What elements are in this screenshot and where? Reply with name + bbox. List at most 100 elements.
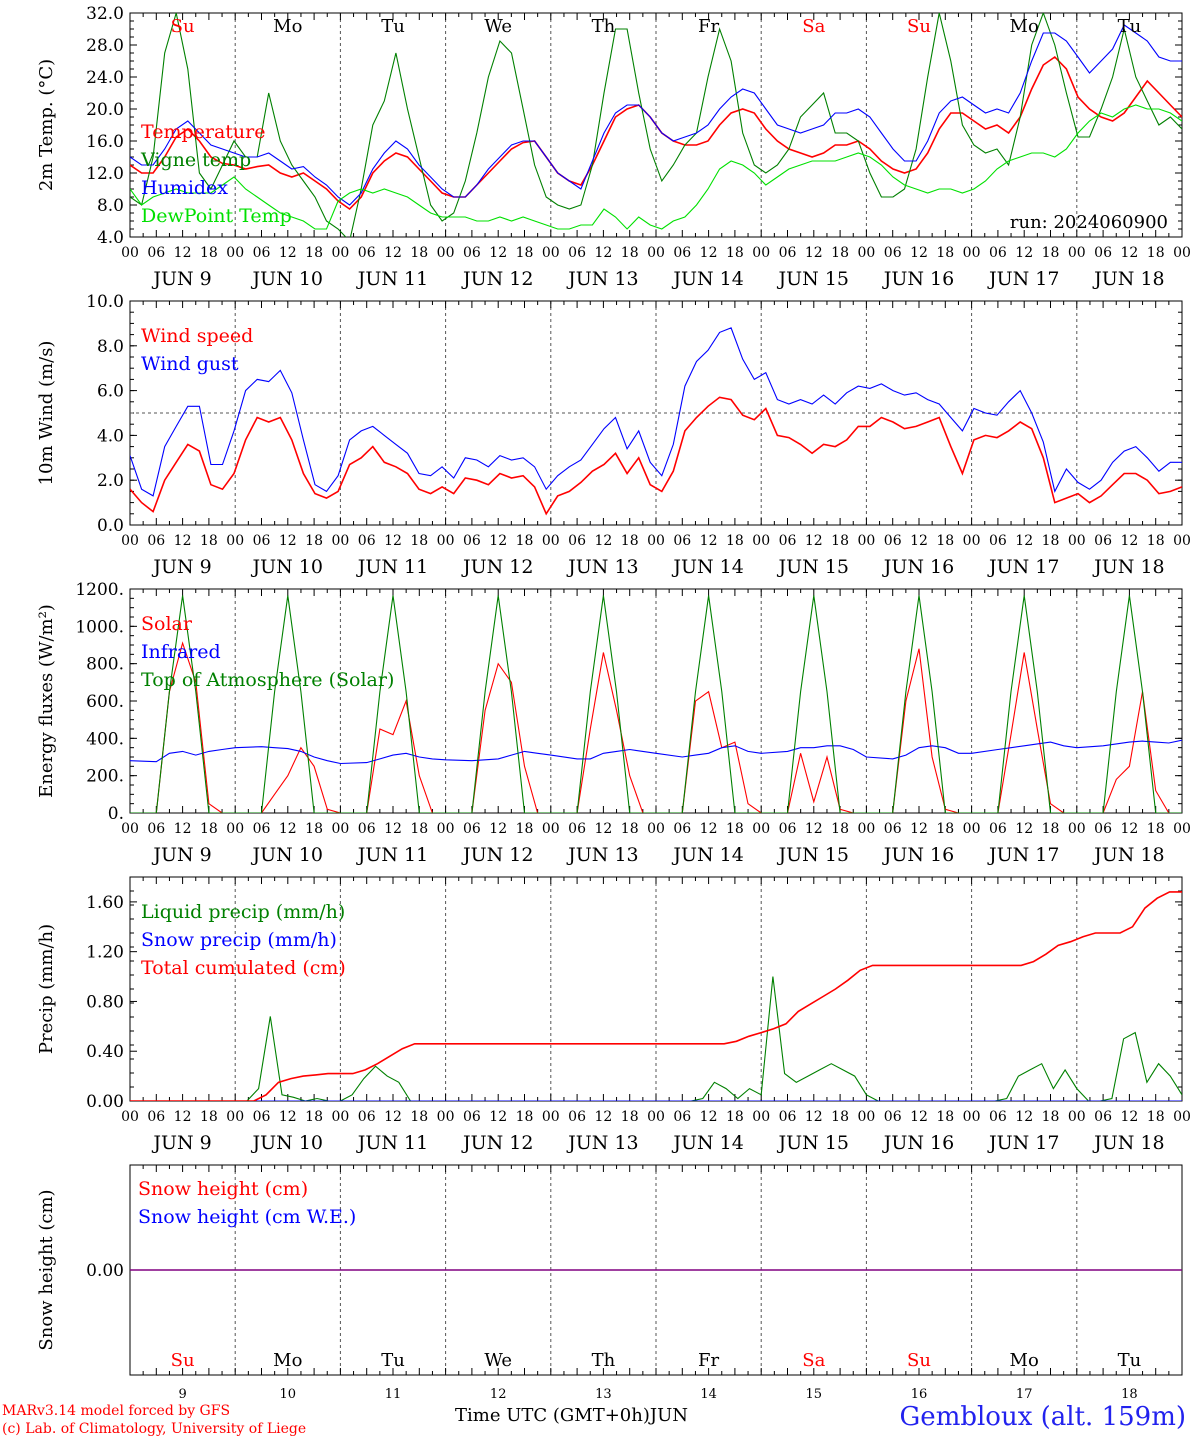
hour-label: 12 <box>805 821 823 837</box>
hour-label: 06 <box>358 533 376 549</box>
y-tick-label: 1.60 <box>86 893 124 913</box>
date-label: JUN 9 <box>151 268 211 290</box>
hour-label: 18 <box>1147 245 1165 261</box>
hour-label: 06 <box>673 821 691 837</box>
hour-label: 00 <box>647 245 665 261</box>
y-tick-label: 6.0 <box>97 382 124 402</box>
date-label: JUN 9 <box>151 844 211 866</box>
y-tick-label: 1200. <box>75 580 124 600</box>
series-line-top-of-atmosphere-solar- <box>130 595 1182 813</box>
date-label: JUN 14 <box>671 1132 743 1154</box>
hour-label: 18 <box>1042 1109 1060 1125</box>
hour-label: 00 <box>331 245 349 261</box>
y-tick-label: 32.0 <box>86 4 124 24</box>
hour-label: 18 <box>305 1109 323 1125</box>
hour-label: 18 <box>200 533 218 549</box>
series-line-dewpoint-temp <box>130 104 1182 230</box>
hour-label: 00 <box>331 821 349 837</box>
hour-label: 00 <box>226 245 244 261</box>
hour-label: 00 <box>752 821 770 837</box>
hour-label: 00 <box>1173 821 1191 837</box>
hour-label: 18 <box>726 821 744 837</box>
legend-entry: Liquid precip (mm/h) <box>141 901 345 923</box>
hour-label: 12 <box>384 821 402 837</box>
hour-label: 00 <box>857 533 875 549</box>
lab-credit: (c) Lab. of Climatology, University of L… <box>2 1421 307 1437</box>
date-label: JUN 15 <box>777 1132 849 1154</box>
date-label: JUN 11 <box>356 1132 428 1154</box>
hour-label: 06 <box>253 533 271 549</box>
hour-label: 06 <box>989 245 1007 261</box>
date-label: JUN 16 <box>882 1132 954 1154</box>
hour-label: 18 <box>305 533 323 549</box>
panel-1 <box>129 12 1183 238</box>
hour-label: 12 <box>700 1109 718 1125</box>
weekday-label-top: Su <box>171 16 195 37</box>
hour-label: 00 <box>226 821 244 837</box>
hour-label: 06 <box>1094 1109 1112 1125</box>
hour-label: 06 <box>568 533 586 549</box>
hour-label: 12 <box>279 533 297 549</box>
date-label: JUN 9 <box>151 556 211 578</box>
hour-label: 12 <box>1015 245 1033 261</box>
hour-label: 00 <box>1173 245 1191 261</box>
hour-label: 06 <box>779 533 797 549</box>
hour-label: 12 <box>594 821 612 837</box>
day-number-label: 15 <box>806 1387 823 1402</box>
hour-label: 06 <box>253 245 271 261</box>
hour-label: 00 <box>121 821 139 837</box>
hour-label: 18 <box>305 821 323 837</box>
date-label: JUN 12 <box>461 1132 533 1154</box>
date-label: JUN 14 <box>671 556 743 578</box>
y-tick-label: 12.0 <box>86 164 124 184</box>
y-tick-label: 0.00 <box>86 1261 124 1281</box>
hour-label: 18 <box>936 821 954 837</box>
hour-label: 00 <box>121 245 139 261</box>
weekday-label-top: Tu <box>381 16 405 37</box>
series-line-humidex <box>130 24 1182 206</box>
hour-label: 00 <box>542 1109 560 1125</box>
date-label: JUN 15 <box>777 556 849 578</box>
y-tick-label: 10.0 <box>86 292 124 312</box>
y-tick-label: 20.0 <box>86 100 124 120</box>
hour-label: 06 <box>779 245 797 261</box>
date-label: JUN 18 <box>1092 1132 1164 1154</box>
hour-label: 00 <box>121 1109 139 1125</box>
hour-label: 12 <box>1015 533 1033 549</box>
hour-label: 18 <box>1042 245 1060 261</box>
y-axis-title: Precip (mm/h) <box>36 924 57 1054</box>
hour-label: 12 <box>489 1109 507 1125</box>
hour-label: 12 <box>489 245 507 261</box>
hour-label: 00 <box>437 821 455 837</box>
date-label: JUN 12 <box>461 844 533 866</box>
date-label: JUN 13 <box>566 844 638 866</box>
x-axis-title: Time UTC (GMT+0h)JUN <box>455 1405 688 1426</box>
date-label: JUN 12 <box>461 268 533 290</box>
day-number-label: 17 <box>1016 1387 1033 1402</box>
hour-label: 06 <box>358 245 376 261</box>
hour-label: 18 <box>621 245 639 261</box>
hour-label: 06 <box>1094 821 1112 837</box>
date-label: JUN 18 <box>1092 268 1164 290</box>
hour-label: 00 <box>437 1109 455 1125</box>
weekday-label-top: Su <box>907 16 931 37</box>
hour-label: 12 <box>700 533 718 549</box>
hour-label: 18 <box>410 821 428 837</box>
weekday-label-top: We <box>484 16 512 37</box>
day-number-label: 16 <box>911 1387 928 1402</box>
hour-label: 12 <box>1015 1109 1033 1125</box>
hour-label: 12 <box>1015 821 1033 837</box>
hour-label: 18 <box>726 533 744 549</box>
hour-label: 12 <box>489 533 507 549</box>
hour-label: 00 <box>226 533 244 549</box>
hour-label: 00 <box>437 533 455 549</box>
weekday-label-top: Mo <box>273 16 302 37</box>
hour-label: 18 <box>831 533 849 549</box>
y-tick-label: 0. <box>108 804 124 824</box>
hour-label: 18 <box>831 245 849 261</box>
legend-entry: Snow precip (mm/h) <box>141 929 337 951</box>
hour-label: 00 <box>437 245 455 261</box>
hour-label: 06 <box>779 1109 797 1125</box>
hour-label: 00 <box>1173 533 1191 549</box>
date-label: JUN 15 <box>777 268 849 290</box>
